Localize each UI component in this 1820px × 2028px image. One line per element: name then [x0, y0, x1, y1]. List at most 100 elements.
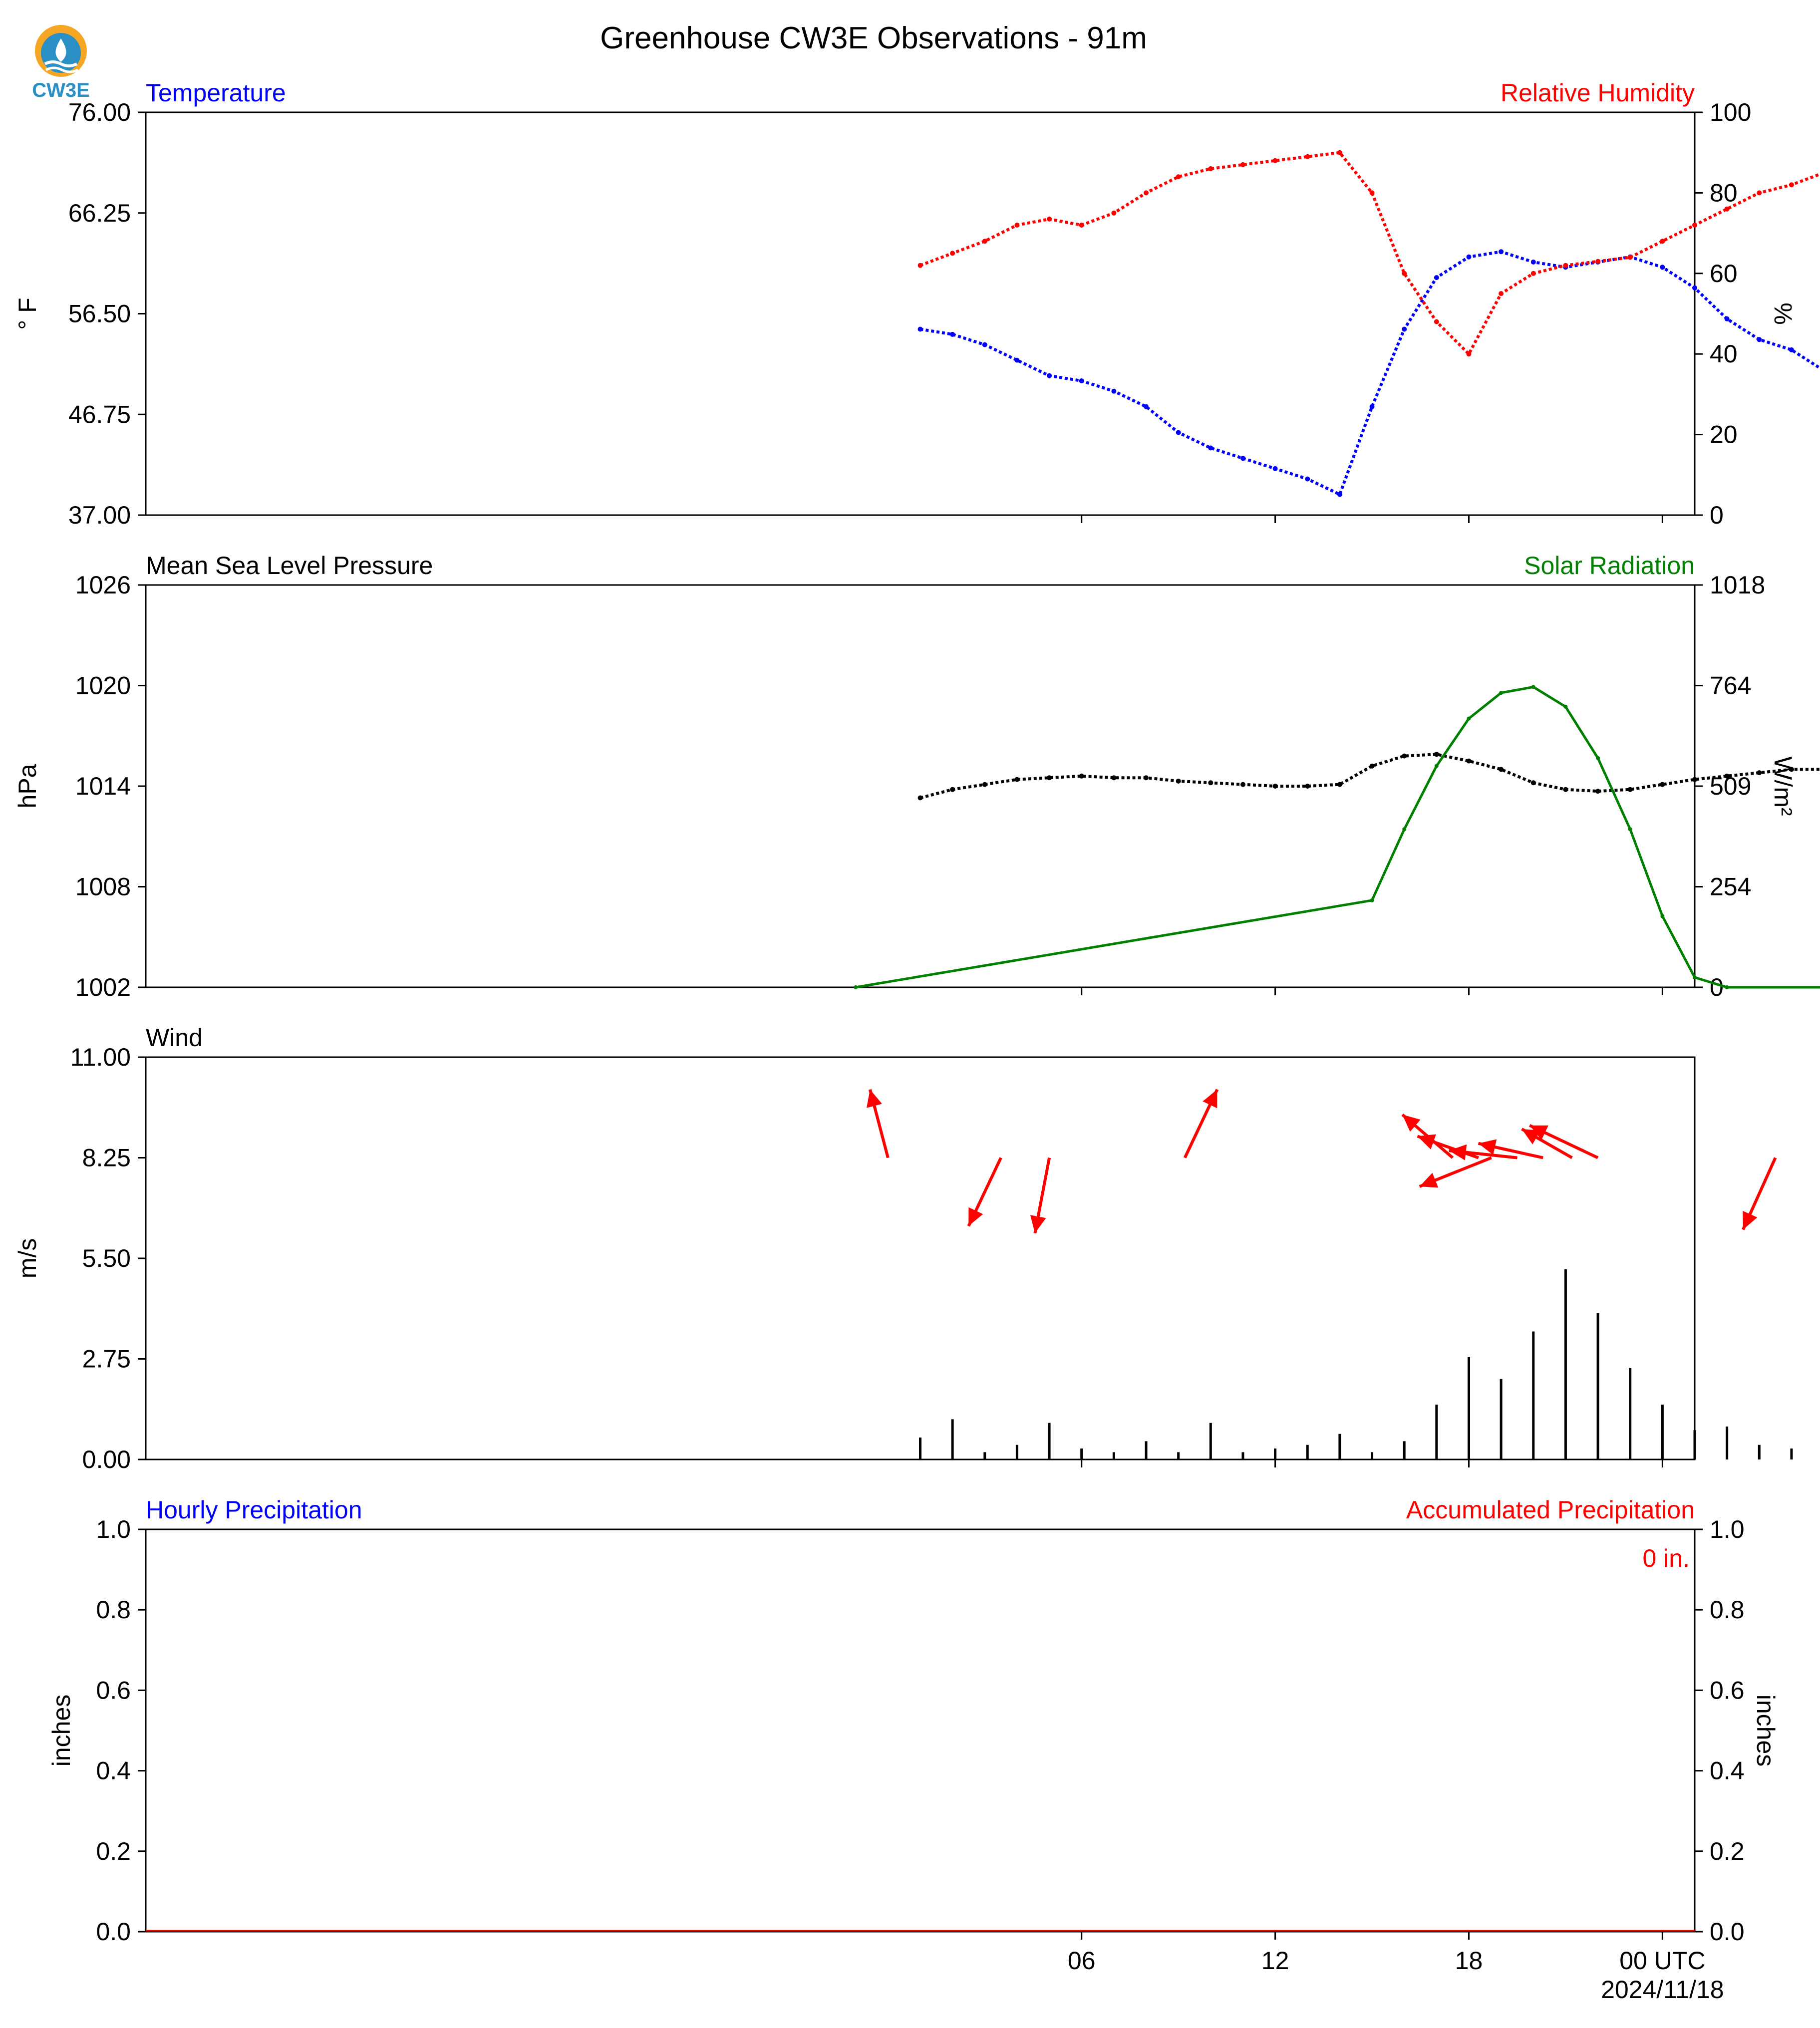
accum-precip-label: 0 in.	[1642, 1544, 1690, 1572]
y-tick-label: 11.00	[70, 1043, 131, 1071]
humidity-point	[1434, 319, 1439, 324]
y-right-tick-label: 80	[1710, 179, 1738, 207]
temperature-point	[1369, 404, 1375, 409]
temperature-point	[1337, 492, 1342, 497]
temperature-point	[1176, 430, 1181, 435]
temperature-point	[917, 326, 923, 332]
pressure-point	[1692, 777, 1697, 782]
y-tick-label: 1020	[75, 672, 131, 700]
y-tick-label: 0.00	[82, 1446, 131, 1473]
wind-arrow-head	[1402, 1115, 1421, 1132]
solar-point	[1499, 691, 1504, 695]
wind-arrow-head	[968, 1207, 983, 1226]
temperature-point	[1014, 357, 1020, 363]
humidity-point	[1724, 206, 1730, 212]
pressure-point	[1530, 780, 1536, 786]
y-right-tick-label: 254	[1710, 873, 1751, 901]
humidity-point	[1499, 291, 1504, 296]
temperature-point	[1789, 347, 1794, 352]
solar-point	[1628, 827, 1632, 832]
pressure-point	[1660, 782, 1665, 787]
pressure-point	[917, 795, 923, 801]
solar-point	[854, 985, 858, 989]
wind-arrow-head	[867, 1089, 882, 1108]
solar-point	[1434, 764, 1439, 768]
y-right-tick-label: 0	[1710, 501, 1724, 529]
wind-arrow-head	[1449, 1144, 1467, 1160]
y-tick-label: 66.25	[68, 199, 131, 227]
pressure-point	[1047, 775, 1052, 781]
y-right-tick-label: 1018	[1710, 571, 1765, 599]
wind-arrow-head	[1478, 1139, 1497, 1155]
pressure-point	[1595, 789, 1601, 794]
temperature-point	[1047, 373, 1052, 378]
temperature-point	[950, 331, 955, 337]
y-tick-label: 1008	[75, 873, 131, 901]
wind-frame	[145, 1056, 1696, 1460]
humidity-point	[950, 251, 955, 256]
y-tick-label: 37.00	[68, 501, 131, 529]
pressure-point	[1563, 787, 1568, 792]
wind-arrow-head	[1203, 1089, 1217, 1109]
pressure-point	[1627, 787, 1633, 792]
humidity-line	[919, 151, 1820, 356]
pressure-point	[1369, 763, 1375, 769]
solar-point	[1531, 685, 1535, 689]
humidity-point	[1402, 271, 1407, 276]
temperature-point	[1757, 337, 1762, 342]
y-right-tick-label: 0.6	[1710, 1676, 1745, 1704]
temperature-point	[1402, 326, 1407, 332]
solar-point	[1370, 898, 1374, 902]
y-right-tick-label: 0.8	[1710, 1596, 1745, 1624]
logo-text: CW3E	[32, 79, 90, 101]
y-tick-label: 0.0	[96, 1918, 131, 1946]
y-tick-label: 56.50	[68, 300, 131, 328]
x-tick-label: 18	[1455, 1947, 1483, 1975]
pressure-point	[1014, 777, 1020, 782]
precip-right-unit: inches	[1752, 1695, 1780, 1767]
humidity-point	[1692, 223, 1697, 228]
humidity-point	[1789, 182, 1794, 188]
temperature-right-title: Relative Humidity	[1501, 79, 1695, 107]
panel-temperature: 37.00 46.75 56.50 66.25 76.00 0 20 40 60 80 100 Tem…	[13, 79, 1820, 529]
x-tick-label: 12	[1261, 1947, 1289, 1975]
y-right-tick-label: 0.4	[1710, 1757, 1745, 1785]
temperature-point	[1272, 466, 1278, 471]
x-date-label: 2024/11/18	[1601, 1976, 1724, 2004]
y-tick-label: 0.2	[96, 1837, 131, 1865]
pressure-line	[919, 753, 1820, 800]
temperature-point	[1434, 275, 1439, 281]
y-right-tick-label: 764	[1710, 672, 1751, 700]
pressure-point	[1789, 767, 1794, 772]
humidity-point	[1660, 239, 1665, 244]
temperature-point	[1692, 285, 1697, 290]
pressure-right-title: Solar Radiation	[1524, 552, 1695, 579]
humidity-point	[1305, 154, 1310, 159]
humidity-point	[1176, 174, 1181, 180]
humidity-point	[1208, 166, 1213, 171]
pressure-point	[1111, 775, 1117, 781]
temperature-point	[1305, 476, 1310, 482]
humidity-point	[1563, 263, 1568, 268]
temperature-point	[1466, 254, 1472, 260]
precip-right-title: Accumulated Precipitation	[1406, 1496, 1695, 1524]
figure-title: Greenhouse CW3E Observations - 91m	[600, 21, 1147, 55]
humidity-point	[1047, 216, 1052, 222]
humidity-point	[1111, 210, 1117, 216]
y-tick-label: 46.75	[68, 400, 131, 428]
x-tick-label: 06	[1068, 1947, 1096, 1975]
y-tick-label: 1026	[75, 571, 131, 599]
wind-arrow-head	[1030, 1215, 1046, 1233]
temperature-line	[920, 250, 1820, 496]
humidity-point	[1272, 158, 1278, 163]
y-tick-label: 0.4	[96, 1757, 131, 1785]
humidity-point	[1369, 190, 1375, 196]
humidity-point	[1757, 190, 1762, 196]
temperature-point	[1208, 445, 1213, 451]
humidity-point	[1530, 271, 1536, 276]
wind-arrow-head	[1743, 1210, 1758, 1230]
pressure-point	[1079, 773, 1084, 779]
wind-left-unit: m/s	[13, 1238, 41, 1279]
